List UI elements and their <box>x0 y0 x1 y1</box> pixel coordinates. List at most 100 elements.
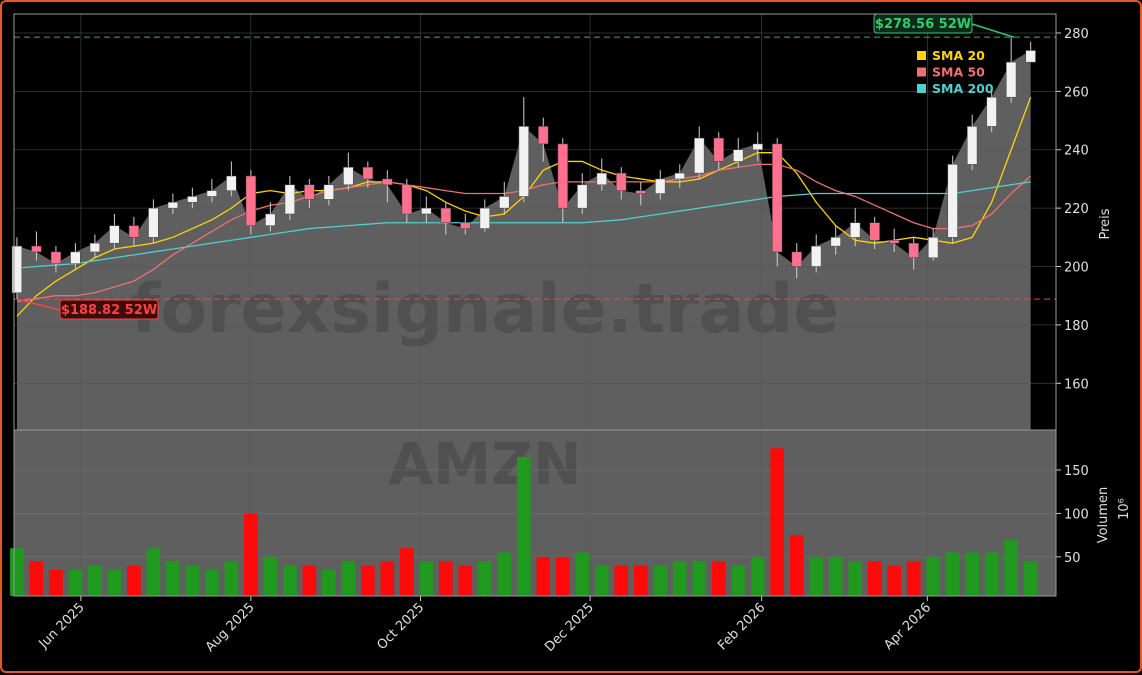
candle-body <box>70 251 81 264</box>
candle-body <box>791 251 802 267</box>
volume-bar <box>146 548 161 596</box>
candle-body <box>265 213 276 226</box>
candle-body <box>401 184 412 215</box>
volume-bar <box>497 552 512 596</box>
volume-bar <box>770 448 785 596</box>
close-area <box>16 50 1031 431</box>
volume-bar <box>185 565 200 596</box>
volume-bar <box>828 556 843 596</box>
volume-bar <box>750 556 765 596</box>
candle-body <box>928 237 939 259</box>
volume-bar <box>10 548 24 596</box>
volume-bar <box>322 569 336 596</box>
volume-bar <box>29 561 44 596</box>
volume-bar <box>477 561 492 596</box>
y-tick-label: 280 <box>1064 27 1089 42</box>
candle-body <box>557 143 568 209</box>
candle-body <box>635 190 646 194</box>
volume-bar <box>789 535 804 596</box>
candle-body <box>655 178 666 194</box>
volume-bar <box>263 556 278 596</box>
y-tick-label: 260 <box>1064 85 1089 100</box>
candle-body <box>772 143 783 253</box>
candle-body <box>518 126 529 197</box>
candle-body <box>830 237 841 247</box>
volume-bar <box>361 565 375 596</box>
y-tick-label: 150 <box>1064 464 1089 479</box>
volume-bar <box>88 565 102 596</box>
x-tick-label: Dec 2025 <box>542 600 597 655</box>
y-axis-label: Volumen <box>1096 487 1111 544</box>
volume-bar <box>458 565 473 596</box>
candle-body <box>11 245 23 294</box>
candle-body <box>850 222 861 238</box>
volume-bar <box>49 569 63 596</box>
candle-body <box>1025 50 1036 63</box>
candle-body <box>967 126 978 165</box>
x-tick-label: Apr 2026 <box>881 600 934 653</box>
candle-body <box>382 178 393 186</box>
volume-bar <box>127 565 141 596</box>
volume-bar <box>380 561 395 596</box>
candle-body <box>908 242 919 259</box>
legend-label: SMA 20 <box>932 48 985 63</box>
volume-bar <box>516 456 531 596</box>
x-tick-label: Oct 2025 <box>374 600 427 653</box>
volume-bar <box>302 565 317 596</box>
annotation-box <box>59 299 159 320</box>
candle-body <box>167 202 179 209</box>
volume-bar <box>633 565 648 596</box>
x-tick-label: Jun 2025 <box>36 600 88 652</box>
volume-bar <box>399 548 414 596</box>
volume-bar <box>887 565 902 596</box>
volume-bar <box>965 552 979 596</box>
annotation-arrow <box>16 298 61 311</box>
volume-bar <box>984 552 999 596</box>
volume-bar <box>68 569 83 596</box>
legend-swatch <box>917 51 926 60</box>
volume-bar <box>536 556 551 596</box>
candle-body <box>109 225 120 244</box>
y-tick-label: 100 <box>1064 507 1089 522</box>
y-axis-offset: 10⁶ <box>1117 498 1132 520</box>
volume-bar <box>848 561 863 596</box>
candle-body <box>538 126 549 145</box>
volume-bar <box>244 513 258 596</box>
candle-body <box>596 172 607 186</box>
volume-bar <box>107 569 122 596</box>
legend-label: SMA 50 <box>932 65 985 80</box>
volume-bar <box>614 565 629 596</box>
candle-body <box>89 242 101 253</box>
volume-bar <box>555 556 570 596</box>
sma-line <box>16 181 1031 269</box>
candle-body <box>148 207 159 238</box>
watermark: AMZN <box>388 430 581 498</box>
candle-body <box>304 184 315 200</box>
annotation-arrow <box>971 23 1015 38</box>
candle-body <box>31 245 42 253</box>
volume-bar <box>205 569 219 596</box>
candle-body <box>694 137 705 174</box>
y-tick-label: 50 <box>1064 551 1081 566</box>
candle-body <box>733 149 744 162</box>
candle-body <box>284 184 295 215</box>
volume-bar <box>945 552 960 596</box>
candle-body <box>889 239 900 244</box>
volume-bar <box>926 556 941 596</box>
volume-bar <box>224 561 239 596</box>
annotation-label: $188.82 52W <box>61 303 157 318</box>
volume-bar <box>809 556 824 596</box>
volume-bar <box>283 565 297 596</box>
volume-bar <box>1004 539 1018 596</box>
volume-bar <box>341 561 356 596</box>
candle-body <box>616 172 627 191</box>
candle-body <box>713 137 724 162</box>
candle-body <box>362 167 373 180</box>
y-tick-label: 160 <box>1064 377 1089 392</box>
annotation-label: $278.56 52W <box>875 17 971 32</box>
candle-body <box>479 207 490 229</box>
y-tick-label: 240 <box>1064 144 1089 159</box>
x-tick-label: Feb 2026 <box>715 600 768 653</box>
